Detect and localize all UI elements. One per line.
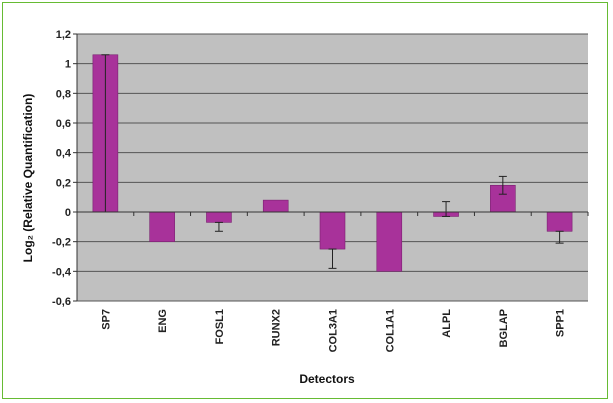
x-category-label: SPP1 [555,309,567,337]
y-axis-ticks: 1,2 1 0,8 0,6 0,4 0,2 0 -0,2 -0,4 -0,6 [52,29,77,308]
bar [546,211,573,232]
y-tick-label: 0,4 [56,148,72,160]
x-axis-label: Detectors [299,372,355,386]
bar [376,211,403,272]
y-tick-label: -0,4 [52,266,72,278]
bar [206,211,232,223]
x-category-label: BGLAP [498,309,510,348]
x-category-label: FOSL1 [214,309,226,344]
y-tick-label: 0 [65,207,71,219]
y-tick-label: 1,2 [56,29,71,41]
x-axis-categories: SP7 ENG FOSL1 RUNX2 COL3A1 COL1A1 ALPL BGLAP SPP… [100,309,566,353]
bar [149,211,175,242]
y-axis-label: Log₂ (Relative Quantification) [21,94,35,263]
y-tick-label: -0,2 [52,237,71,249]
bar [262,199,289,213]
x-category-label: ENG [157,309,169,333]
bar [319,211,346,250]
y-tick-label: 1 [65,59,71,71]
y-tick-label: 0,2 [56,177,71,189]
x-category-label: COL1A1 [384,309,396,352]
x-category-label: COL3A1 [328,309,340,352]
y-tick-label: 0,8 [56,88,71,100]
y-tick-label: -0,6 [52,296,71,308]
plot-area [76,33,589,302]
x-category-label: RUNX2 [271,309,283,346]
x-category-label: SP7 [100,309,112,330]
y-tick-label: 0,6 [56,118,71,130]
x-category-label: ALPL [441,309,453,338]
